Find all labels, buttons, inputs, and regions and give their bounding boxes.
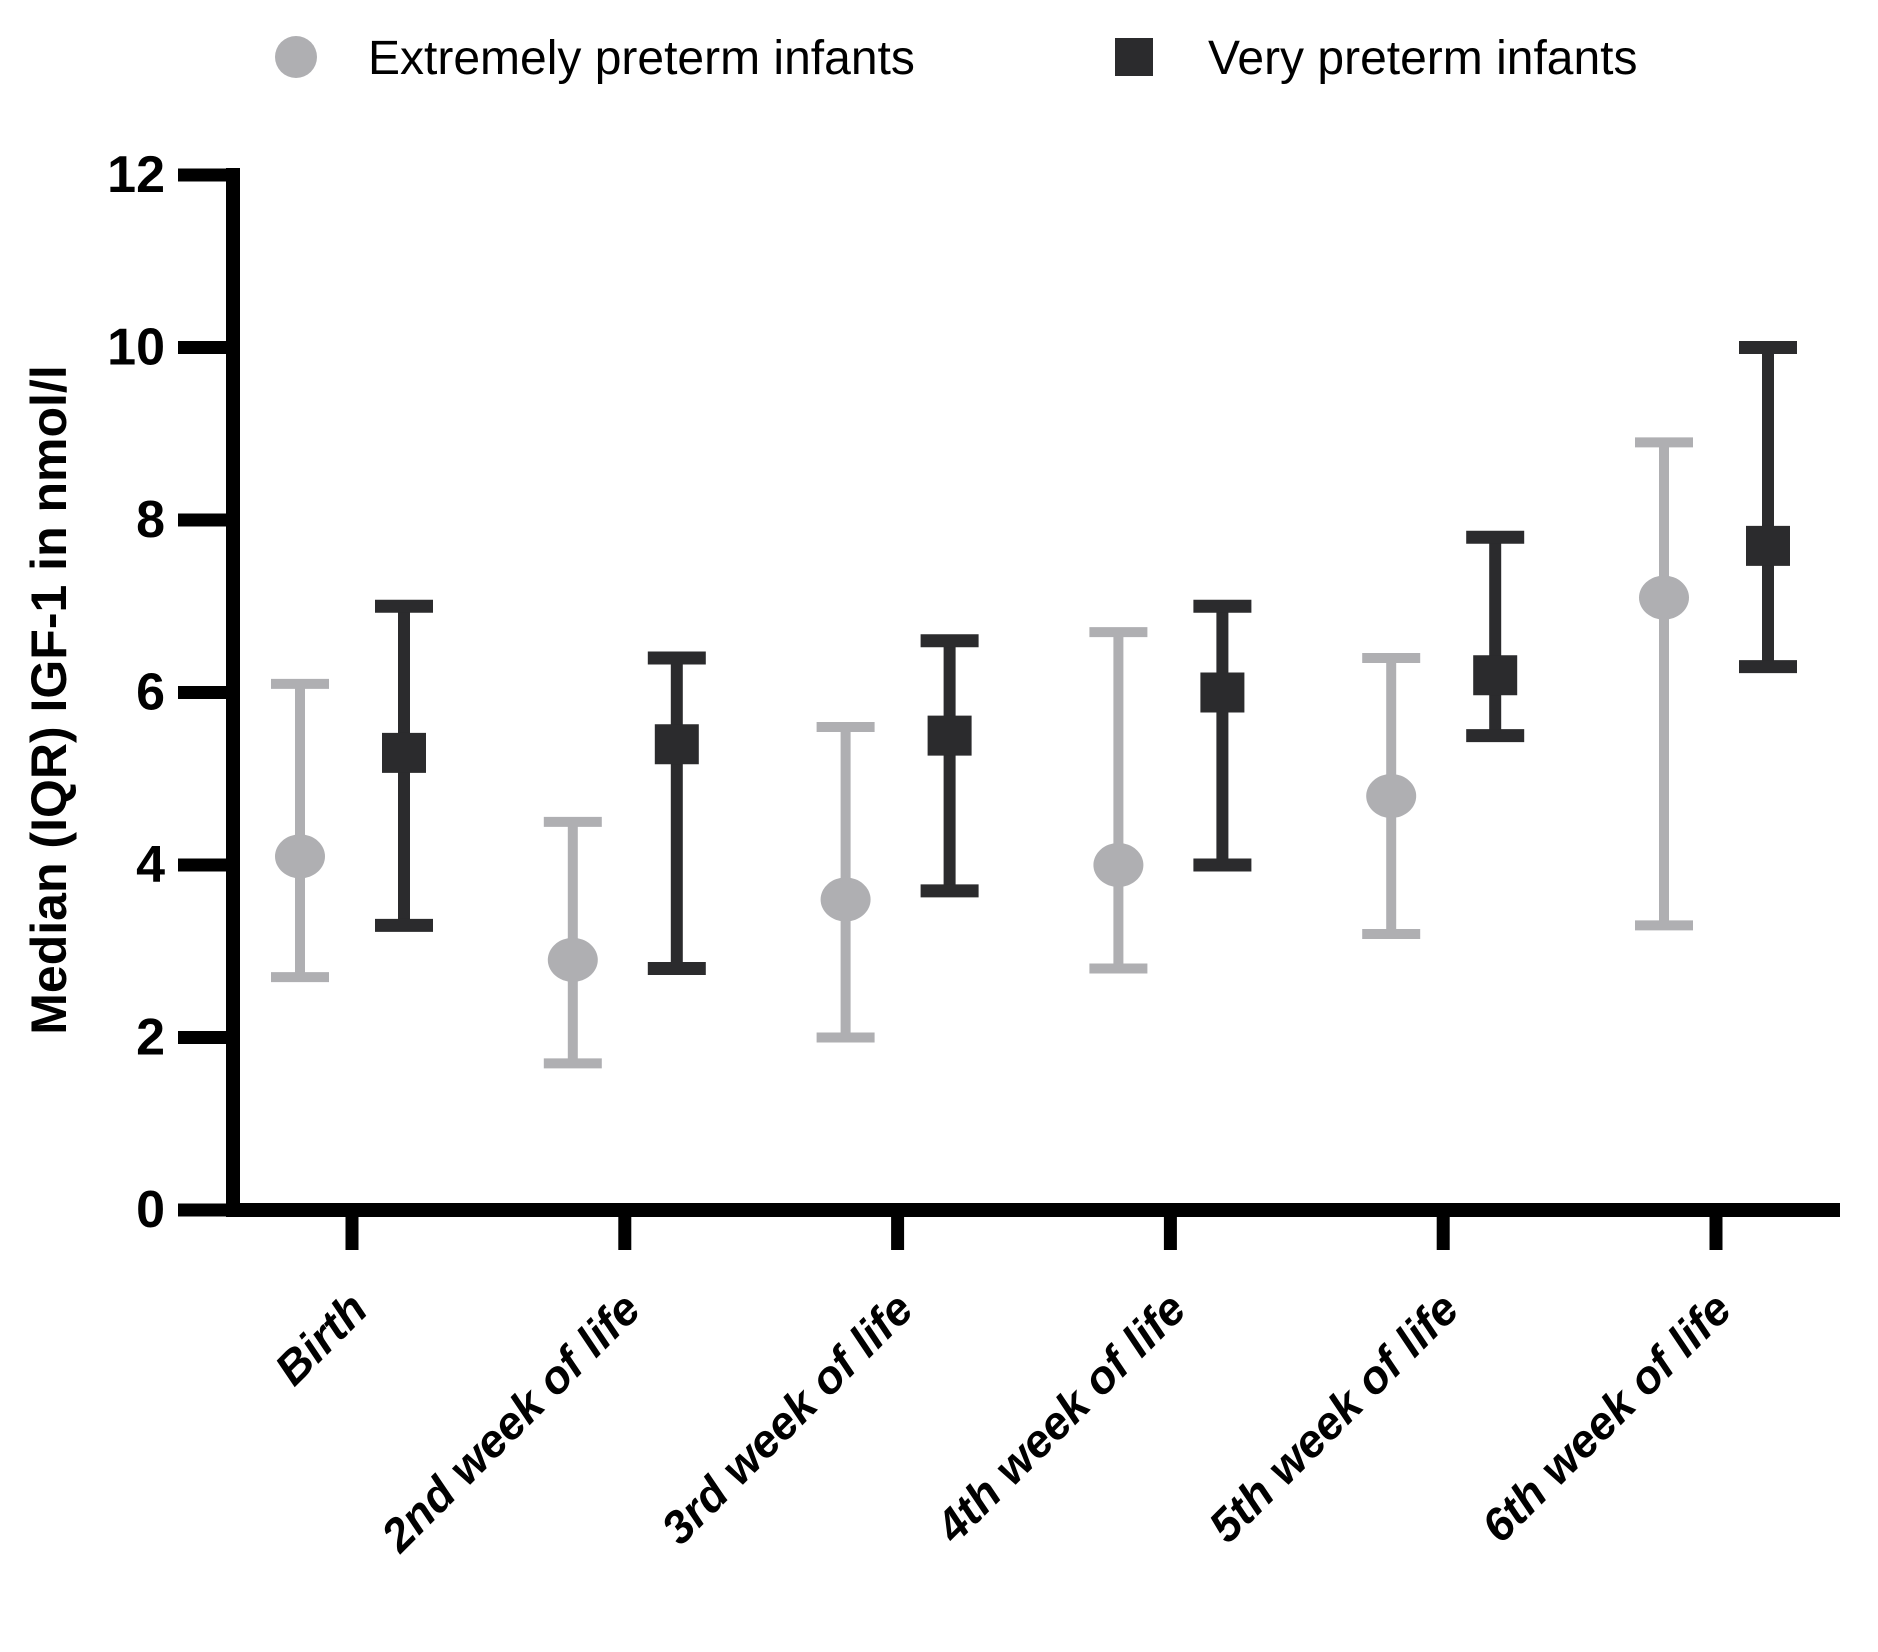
y-axis-title: Median (IQR) IGF-1 in nmol/l xyxy=(21,365,77,1034)
y-tick-label: 12 xyxy=(107,146,165,204)
legend-label: Very preterm infants xyxy=(1208,32,1638,85)
errorbar-very-preterm-2 xyxy=(920,634,979,898)
legend-label: Extremely preterm infants xyxy=(368,32,915,85)
x-category-label: 6th week of life xyxy=(1471,1282,1741,1552)
median-marker-square xyxy=(382,732,426,773)
errorbar-very-preterm-5 xyxy=(1739,341,1797,674)
y-tick-label: 8 xyxy=(136,491,165,549)
legend-marker-circle-icon xyxy=(275,36,317,78)
errorbar-extremely-preterm-2 xyxy=(816,722,875,1043)
errorbar-extremely-preterm-0 xyxy=(271,678,329,983)
y-tick-label: 2 xyxy=(136,1009,165,1067)
x-category-label: Birth xyxy=(264,1282,377,1395)
x-category-label: 5th week of life xyxy=(1198,1282,1468,1552)
median-marker-square xyxy=(927,715,972,756)
median-marker-circle xyxy=(820,877,871,922)
errorbar-very-preterm-0 xyxy=(375,599,433,932)
median-marker-circle xyxy=(1639,575,1689,620)
y-tick-label: 6 xyxy=(136,664,165,722)
y-tick-label: 10 xyxy=(107,319,165,377)
median-marker-circle xyxy=(547,937,598,982)
median-marker-circle xyxy=(1366,774,1417,818)
x-category-label: 3rd week of life xyxy=(651,1282,923,1554)
errorbar-very-preterm-1 xyxy=(647,651,706,975)
x-category-label: 4th week of life xyxy=(925,1282,1196,1553)
median-marker-circle xyxy=(1093,843,1144,887)
legend-marker-square-icon xyxy=(1115,38,1153,76)
errorbar-extremely-preterm-4 xyxy=(1362,653,1421,939)
median-marker-square xyxy=(1200,672,1245,713)
y-tick-label: 0 xyxy=(136,1181,165,1239)
x-category-label: 2nd week of life xyxy=(370,1282,650,1562)
errorbar-extremely-preterm-5 xyxy=(1635,437,1693,931)
y-tick-label: 4 xyxy=(136,836,165,894)
errorbar-very-preterm-4 xyxy=(1466,530,1525,743)
median-marker-square xyxy=(1473,655,1518,696)
errorbar-extremely-preterm-1 xyxy=(543,816,602,1069)
errorbar-very-preterm-3 xyxy=(1193,599,1252,872)
median-marker-circle xyxy=(275,834,325,879)
errorbar-extremely-preterm-3 xyxy=(1089,627,1148,974)
median-marker-square xyxy=(654,724,699,765)
median-marker-square xyxy=(1746,525,1790,566)
